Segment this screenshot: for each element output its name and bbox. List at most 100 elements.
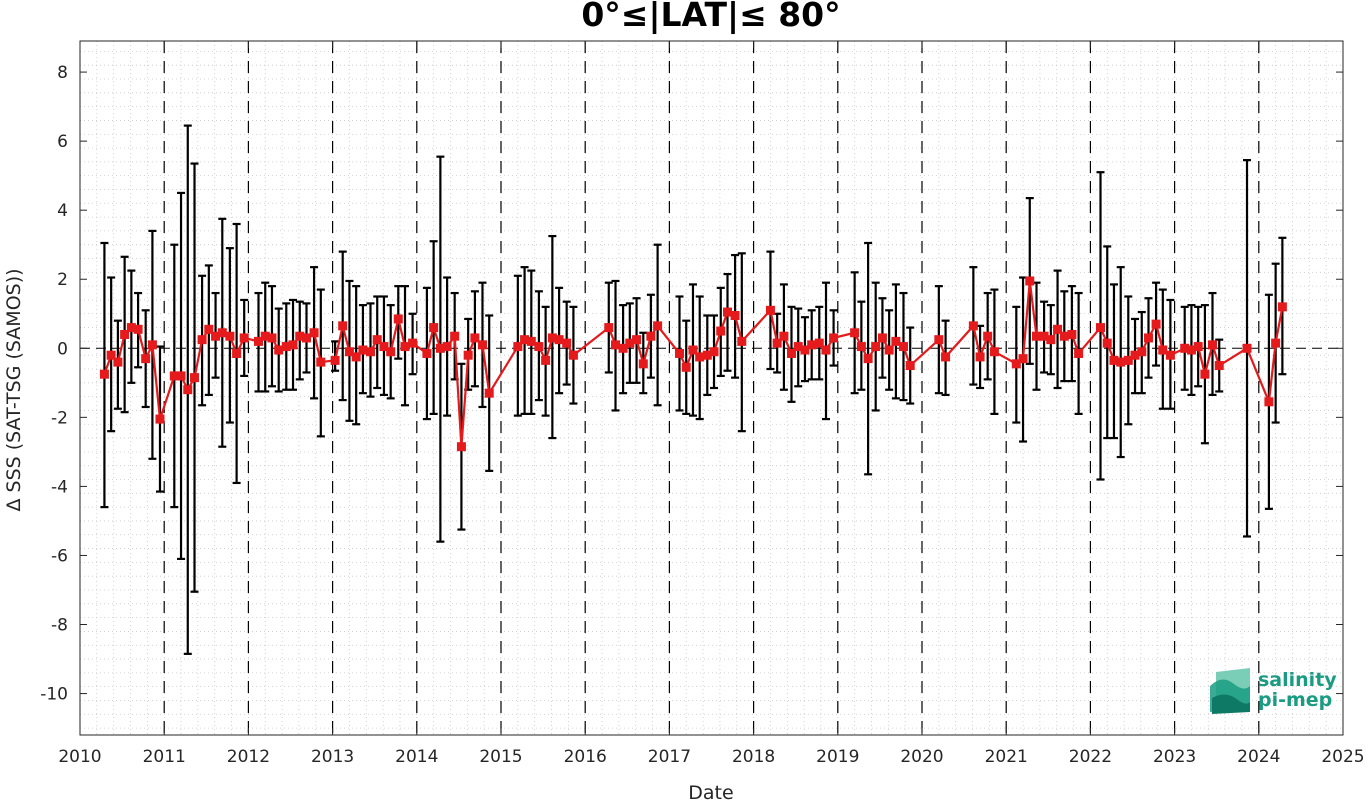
data-point	[554, 335, 564, 345]
x-tick-label: 2017	[648, 747, 691, 767]
data-point	[274, 345, 284, 355]
salinity-pi-mep-logo: salinity pi-mep	[1210, 668, 1337, 714]
data-point	[891, 336, 901, 346]
data-point	[1018, 354, 1028, 364]
data-point	[358, 345, 368, 355]
data-point	[814, 338, 824, 348]
data-point	[309, 328, 319, 338]
x-tick-label: 2020	[900, 747, 943, 767]
data-point	[884, 345, 894, 355]
data-point	[344, 347, 354, 357]
data-point	[905, 361, 915, 371]
data-point	[1271, 338, 1281, 348]
y-axis-ticks: -10 -8 -6 -4 -2 0 2 4 6 8	[40, 63, 1343, 705]
data-point	[338, 321, 348, 331]
data-point	[975, 352, 985, 362]
x-axis-label: Date	[688, 782, 733, 801]
data-point	[456, 442, 466, 452]
y-tick-label: -4	[51, 477, 68, 497]
data-point	[1053, 324, 1063, 334]
data-point	[871, 342, 881, 352]
data-point	[800, 345, 810, 355]
y-tick-label: -6	[51, 546, 68, 566]
data-point	[190, 373, 200, 383]
data-point	[1123, 355, 1133, 365]
data-point	[232, 348, 242, 358]
x-tick-label: 2025	[1321, 747, 1364, 767]
data-point	[779, 331, 789, 341]
chart-title: 0°≤|LAT|≤ 80°	[581, 0, 840, 34]
data-point	[850, 328, 860, 338]
grid	[79, 41, 1344, 735]
data-point	[541, 355, 551, 365]
data-point	[141, 354, 151, 364]
data-point	[301, 333, 311, 343]
x-tick-label: 2022	[1069, 747, 1112, 767]
data-point	[183, 385, 193, 395]
data-point	[983, 331, 993, 341]
x-tick-label: 2011	[143, 747, 186, 767]
data-point	[856, 342, 866, 352]
data-point	[786, 348, 796, 358]
data-point	[155, 414, 165, 424]
data-point	[1074, 348, 1084, 358]
data-point	[197, 335, 207, 345]
data-point	[288, 340, 298, 350]
x-tick-label: 2016	[564, 747, 607, 767]
data-point	[106, 350, 116, 360]
data-point	[611, 340, 621, 350]
data-point	[450, 331, 460, 341]
data-point	[217, 328, 227, 338]
y-tick-label: 2	[57, 270, 68, 290]
data-point	[737, 336, 747, 346]
year-dividers	[163, 41, 1260, 735]
data-point	[1025, 276, 1035, 286]
data-point	[225, 331, 235, 341]
y-axis-label: Δ SSS (SAT-TSG (SAMOS))	[3, 268, 25, 511]
data-point	[562, 338, 572, 348]
data-point	[477, 340, 487, 350]
y-tick-label: 0	[57, 339, 68, 359]
x-axis-ticks: 2010 2011 2012 2013 2014 2015 2016 2017 2018 2019…	[58, 41, 1365, 767]
data-point	[372, 335, 382, 345]
data-point	[568, 350, 578, 360]
data-point	[1242, 343, 1252, 353]
data-point	[989, 347, 999, 357]
data-point	[681, 362, 691, 372]
data-point	[1143, 333, 1153, 343]
y-tick-label: 4	[57, 201, 68, 221]
data-point	[484, 388, 494, 398]
x-tick-label: 2012	[227, 747, 270, 767]
data-point	[408, 338, 418, 348]
logo-line1: salinity	[1258, 669, 1337, 691]
data-point	[1214, 361, 1224, 371]
data-point	[239, 333, 249, 343]
data-point	[1032, 331, 1042, 341]
data-point	[393, 314, 403, 324]
data-point	[877, 333, 887, 343]
data-point	[99, 369, 109, 379]
data-point	[695, 352, 705, 362]
data-point	[1096, 323, 1106, 333]
data-point	[807, 340, 817, 350]
data-point	[968, 321, 978, 331]
data-point	[463, 350, 473, 360]
data-point	[829, 333, 839, 343]
data-point	[646, 331, 656, 341]
data-point	[934, 335, 944, 345]
data-point	[1137, 347, 1147, 357]
error-bars	[100, 124, 1287, 655]
data-point	[1193, 342, 1203, 352]
data-point	[1207, 340, 1217, 350]
data-point	[351, 352, 361, 362]
data-point	[1200, 369, 1210, 379]
logo-line2: pi-mep	[1258, 689, 1332, 711]
data-point	[330, 355, 340, 365]
data-point	[941, 352, 951, 362]
data-point	[133, 324, 143, 334]
data-point	[722, 307, 732, 317]
data-point	[113, 357, 123, 367]
data-point	[534, 342, 544, 352]
data-point	[716, 326, 726, 336]
